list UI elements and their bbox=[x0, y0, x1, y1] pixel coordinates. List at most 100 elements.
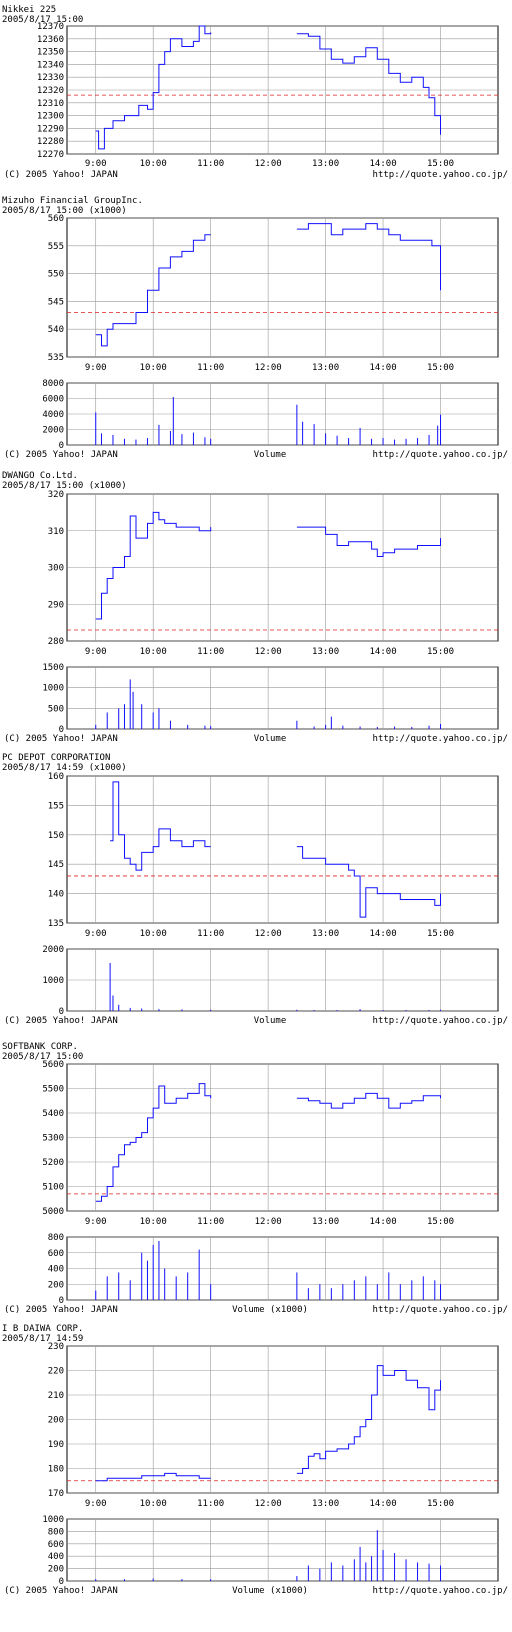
volume-y-tick-label: 2000 bbox=[42, 945, 64, 955]
chart-panel-6: I B DAIWA CORP.2005/8/17 14:59 170 180 190 2… bbox=[2, 1324, 508, 1596]
chart-title: Nikkei 225 bbox=[2, 5, 56, 15]
price-series-2 bbox=[296, 1365, 441, 1474]
volume-label: Volume bbox=[254, 450, 287, 460]
source-url[interactable]: http://quote.yahoo.co.jp/ bbox=[373, 1305, 508, 1315]
volume-label: Volume bbox=[254, 1016, 287, 1026]
x-tick-label: 11:00 bbox=[197, 929, 224, 939]
y-tick-label: 12300 bbox=[37, 112, 64, 122]
x-tick-label: 14:00 bbox=[370, 159, 397, 169]
y-tick-label: 180 bbox=[48, 1465, 64, 1475]
x-tick-label: 13:00 bbox=[312, 159, 339, 169]
price-series-2 bbox=[296, 223, 441, 291]
copyright: (C) 2005 Yahoo! JAPAN bbox=[4, 450, 118, 460]
x-tick-label: 10:00 bbox=[140, 1499, 167, 1509]
copyright: (C) 2005 Yahoo! JAPAN bbox=[4, 1305, 118, 1315]
price-plot-area bbox=[66, 775, 499, 924]
price-series-1 bbox=[95, 511, 212, 620]
source-url[interactable]: http://quote.yahoo.co.jp/ bbox=[373, 450, 508, 460]
x-tick-label: 14:00 bbox=[370, 1499, 397, 1509]
y-tick-label: 12340 bbox=[37, 60, 64, 70]
x-tick-label: 10:00 bbox=[140, 1217, 167, 1227]
x-tick-label: 11:00 bbox=[197, 363, 224, 373]
y-tick-label: 220 bbox=[48, 1367, 64, 1377]
x-tick-label: 15:00 bbox=[427, 1499, 454, 1509]
y-tick-label: 300 bbox=[48, 564, 64, 574]
y-tick-label: 545 bbox=[48, 297, 64, 307]
volume-label: Volume (x1000) bbox=[232, 1586, 308, 1596]
volume-y-tick-label: 200 bbox=[48, 1565, 64, 1575]
y-tick-label: 190 bbox=[48, 1440, 64, 1450]
volume-plot-area bbox=[66, 1518, 499, 1582]
copyright: (C) 2005 Yahoo! JAPAN bbox=[4, 734, 118, 744]
chart-subtitle: 2005/8/17 14:59 (x1000) bbox=[2, 763, 127, 773]
volume-y-tick-label: 0 bbox=[59, 725, 64, 735]
source-url[interactable]: http://quote.yahoo.co.jp/ bbox=[373, 1016, 508, 1026]
y-tick-label: 5400 bbox=[42, 1109, 64, 1119]
volume-y-tick-label: 1500 bbox=[42, 663, 64, 673]
x-tick-label: 15:00 bbox=[427, 159, 454, 169]
x-tick-label: 11:00 bbox=[197, 159, 224, 169]
x-tick-label: 13:00 bbox=[312, 647, 339, 657]
chart-subtitle: 2005/8/17 15:00 bbox=[2, 15, 83, 25]
price-series-1 bbox=[95, 25, 212, 150]
volume-y-tick-label: 800 bbox=[48, 1527, 64, 1537]
y-tick-label: 5200 bbox=[42, 1158, 64, 1168]
y-tick-label: 200 bbox=[48, 1416, 64, 1426]
source-url[interactable]: http://quote.yahoo.co.jp/ bbox=[373, 734, 508, 744]
price-series-2 bbox=[296, 846, 441, 918]
price-series-2 bbox=[296, 33, 441, 135]
volume-y-tick-label: 1000 bbox=[42, 976, 64, 986]
x-tick-label: 10:00 bbox=[140, 647, 167, 657]
chart-subtitle: 2005/8/17 15:00 bbox=[2, 1052, 83, 1062]
y-tick-label: 290 bbox=[48, 600, 64, 610]
volume-y-tick-label: 400 bbox=[48, 1265, 64, 1275]
y-tick-label: 135 bbox=[48, 919, 64, 929]
x-tick-label: 10:00 bbox=[140, 363, 167, 373]
y-tick-label: 12270 bbox=[37, 150, 64, 160]
y-tick-label: 540 bbox=[48, 325, 64, 335]
volume-y-tick-label: 6000 bbox=[42, 395, 64, 405]
y-tick-label: 12310 bbox=[37, 99, 64, 109]
y-tick-label: 5300 bbox=[42, 1134, 64, 1144]
price-series-1 bbox=[95, 234, 211, 347]
y-tick-label: 560 bbox=[48, 214, 64, 224]
volume-y-tick-label: 0 bbox=[59, 441, 64, 451]
volume-plot-area bbox=[66, 666, 499, 730]
y-tick-label: 140 bbox=[48, 890, 64, 900]
y-tick-label: 12350 bbox=[37, 48, 64, 58]
x-tick-label: 12:00 bbox=[255, 647, 282, 657]
x-tick-label: 15:00 bbox=[427, 1217, 454, 1227]
price-plot-area bbox=[66, 217, 499, 358]
chart-subtitle: 2005/8/17 15:00 (x1000) bbox=[2, 481, 127, 491]
y-tick-label: 535 bbox=[48, 353, 64, 363]
volume-y-tick-label: 1000 bbox=[42, 1515, 64, 1525]
y-tick-label: 5600 bbox=[42, 1060, 64, 1070]
x-tick-label: 10:00 bbox=[140, 159, 167, 169]
source-url[interactable]: http://quote.yahoo.co.jp/ bbox=[373, 1586, 508, 1596]
y-tick-label: 12280 bbox=[37, 137, 64, 147]
chart-title: DWANGO Co.Ltd. bbox=[2, 471, 78, 481]
volume-y-tick-label: 0 bbox=[59, 1577, 64, 1587]
volume-y-tick-label: 0 bbox=[59, 1296, 64, 1306]
x-tick-label: 14:00 bbox=[370, 363, 397, 373]
y-tick-label: 160 bbox=[48, 772, 64, 782]
volume-y-tick-label: 200 bbox=[48, 1280, 64, 1290]
x-tick-label: 15:00 bbox=[427, 929, 454, 939]
price-series-2 bbox=[296, 1092, 441, 1109]
volume-y-tick-label: 1000 bbox=[42, 684, 64, 694]
volume-y-tick-label: 600 bbox=[48, 1540, 64, 1550]
x-tick-label: 13:00 bbox=[312, 1499, 339, 1509]
x-tick-label: 13:00 bbox=[312, 363, 339, 373]
x-tick-label: 9:00 bbox=[85, 929, 107, 939]
chart-title: SOFTBANK CORP. bbox=[2, 1042, 78, 1052]
volume-y-tick-label: 600 bbox=[48, 1249, 64, 1259]
chart-title: Mizuho Financial GroupInc. bbox=[2, 196, 143, 206]
source-url[interactable]: http://quote.yahoo.co.jp/ bbox=[373, 170, 508, 180]
volume-y-tick-label: 800 bbox=[48, 1233, 64, 1243]
x-tick-label: 9:00 bbox=[85, 1499, 107, 1509]
volume-y-tick-label: 400 bbox=[48, 1552, 64, 1562]
x-tick-label: 15:00 bbox=[427, 363, 454, 373]
price-series-1 bbox=[110, 781, 211, 871]
